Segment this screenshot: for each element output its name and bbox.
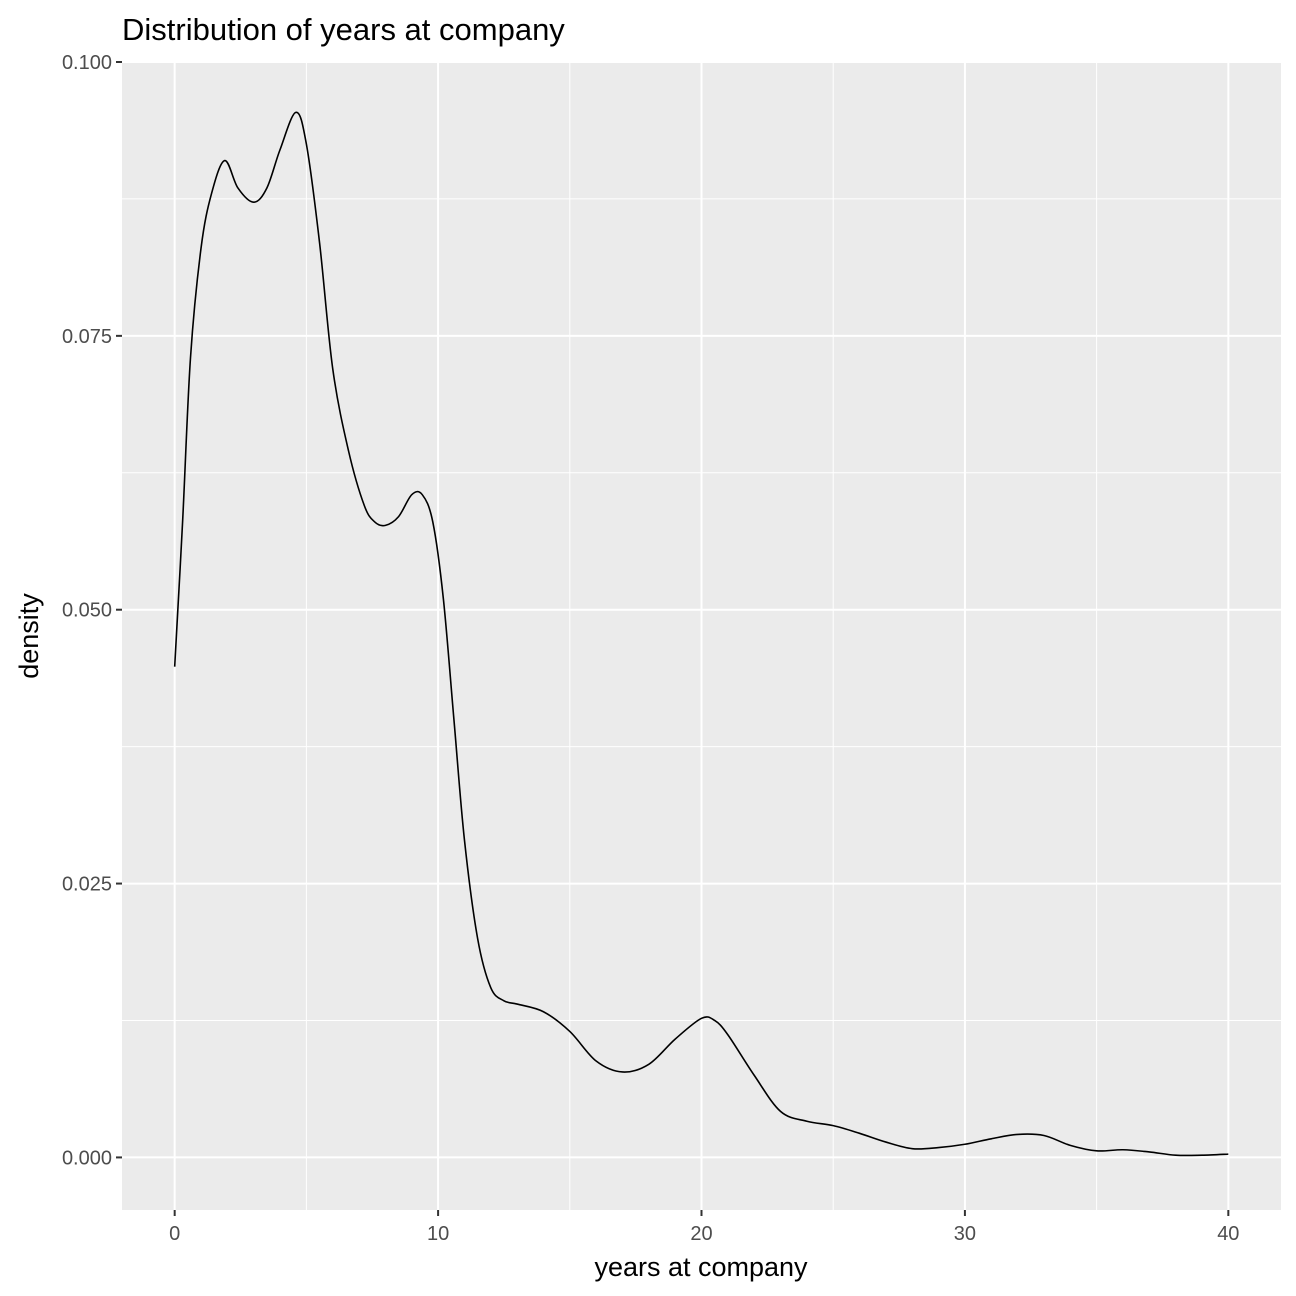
density-line bbox=[173, 111, 1229, 1157]
y-tick-label: 0.100 bbox=[62, 52, 112, 74]
x-tick-label: 20 bbox=[690, 1223, 712, 1245]
x-tick-label: 40 bbox=[1217, 1223, 1239, 1245]
x-tick-label: 0 bbox=[169, 1223, 180, 1245]
y-axis: 0.000 0.025 0.050 0.075 0.100 bbox=[62, 52, 122, 1169]
y-tick-label: 0.050 bbox=[62, 600, 112, 622]
y-tick-label: 0.025 bbox=[62, 874, 112, 896]
chart-title: Distribution of years at company bbox=[122, 12, 565, 47]
y-axis-title: density bbox=[14, 593, 44, 679]
x-axis-title: years at company bbox=[594, 1252, 808, 1282]
x-tick-label: 30 bbox=[954, 1223, 976, 1245]
x-axis: 0 10 20 30 40 bbox=[169, 1210, 1239, 1245]
y-tick-label: 0.000 bbox=[62, 1147, 112, 1169]
y-tick-label: 0.075 bbox=[62, 326, 112, 348]
x-tick-label: 10 bbox=[427, 1223, 449, 1245]
